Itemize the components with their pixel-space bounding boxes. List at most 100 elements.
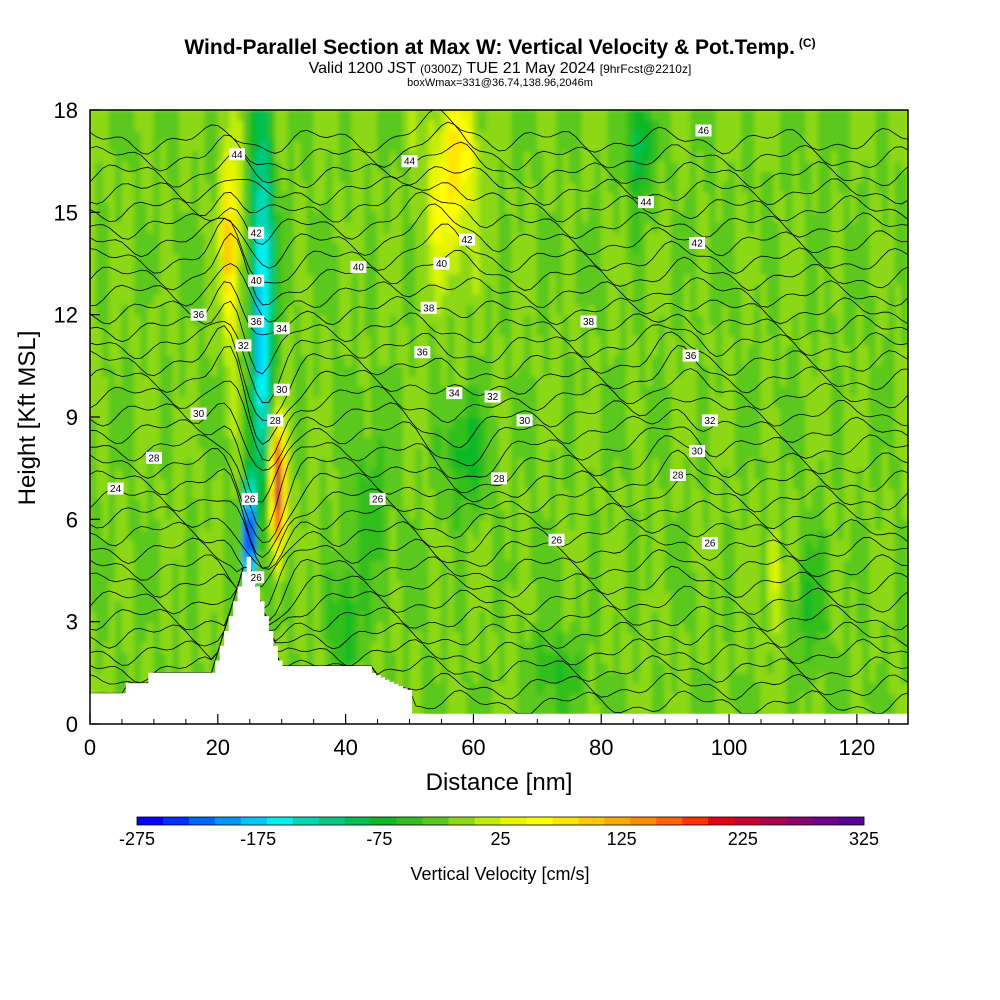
colorbar: -275 -175 -75 25 125 225 325	[119, 816, 879, 849]
colorbar-swatch	[292, 817, 320, 825]
y-tick-label: 0	[66, 712, 78, 737]
contour-label: 38	[580, 315, 597, 328]
x-tick-label: 20	[206, 735, 230, 760]
theta-contour	[90, 534, 908, 611]
theta-contour	[90, 473, 908, 569]
colorbar-swatch	[786, 817, 813, 825]
theta-contour	[90, 565, 908, 626]
contour-label: 44	[638, 196, 654, 209]
colorbar-swatch	[630, 817, 657, 825]
colorbar-swatch	[266, 817, 294, 825]
y-axis-label: Height [Kft MSL]	[14, 331, 41, 506]
contour-label: 28	[669, 469, 686, 482]
theta-contour	[90, 191, 908, 246]
chart-title: Wind-Parallel Section at Max W: Vertical…	[184, 36, 816, 59]
colorbar-swatch	[137, 817, 164, 825]
contour-label: 34	[446, 387, 463, 400]
theta-contour	[90, 449, 908, 559]
theta-contour	[90, 325, 908, 421]
theta-contour	[90, 368, 908, 462]
contour-label: 30	[516, 414, 533, 427]
colorbar-swatch	[188, 817, 216, 825]
theta-contour	[90, 426, 908, 532]
contour-label: 32	[484, 390, 501, 403]
contour-label: 32	[235, 339, 252, 352]
terrain-base	[409, 713, 908, 724]
theta-contour	[90, 121, 908, 172]
theta-contour	[90, 203, 908, 269]
colorbar-tick-label: 125	[607, 829, 637, 849]
theta-contour	[90, 182, 908, 223]
theta-contour	[90, 320, 908, 404]
colorbar-label: Vertical Velocity [cm/s]	[410, 864, 589, 884]
colorbar-tick-label: 225	[728, 829, 758, 849]
colorbar-swatch	[500, 817, 527, 825]
contour-label: 26	[701, 537, 718, 550]
colorbar-tick-label: 325	[849, 829, 879, 849]
contour-label: 26	[548, 533, 565, 546]
contour-label: 28	[491, 472, 507, 485]
colorbar-swatch	[474, 817, 501, 825]
theta-contour	[90, 344, 908, 445]
colorbar-swatch	[396, 817, 423, 825]
theta-contour	[90, 110, 908, 155]
contour-label: 36	[682, 349, 699, 362]
terrain	[90, 556, 427, 724]
colorbar-swatch	[240, 817, 268, 825]
contour-label: 34	[273, 322, 290, 335]
contour-label: 26	[248, 571, 265, 584]
colorbar-swatch	[370, 817, 397, 825]
colorbar-swatch	[708, 817, 735, 825]
contour-label: 40	[433, 257, 450, 270]
colorbar-tick-label: -75	[366, 829, 392, 849]
contour-label: 42	[248, 226, 265, 239]
y-tick-label: 3	[66, 610, 78, 635]
x-tick-label: 80	[589, 735, 613, 760]
contour-label: 36	[248, 315, 265, 328]
contour-label: 38	[420, 301, 437, 314]
contour-label: 44	[229, 148, 245, 161]
colorbar-swatch	[214, 817, 242, 825]
colorbar-tick-label: 25	[490, 829, 510, 849]
x-tick-label: 0	[84, 735, 96, 760]
y-tick-label: 9	[66, 405, 78, 430]
theta-contours	[90, 110, 908, 715]
contour-label: 24	[107, 482, 124, 495]
contour-label: 30	[190, 407, 207, 420]
contour-label: 44	[401, 155, 418, 168]
y-tick-label: 18	[54, 98, 78, 123]
theta-contour	[90, 281, 908, 336]
colorbar-swatch	[318, 817, 346, 825]
colorbar-tick-label: -275	[119, 829, 155, 849]
contour-label: 40	[350, 260, 367, 273]
contour-label: 36	[414, 346, 431, 359]
colorbar-swatch	[162, 817, 190, 825]
colorbar-frame	[136, 816, 865, 826]
colorbar-swatch	[812, 817, 839, 825]
colorbar-swatch	[526, 817, 553, 825]
contour-label: 46	[695, 124, 712, 137]
contour-label: 26	[369, 492, 386, 505]
chart-subtitle: Valid 1200 JST (0300Z) TUE 21 May 2024 […	[308, 60, 692, 77]
box-info: boxWmax=331@36.74,138.96,2046m	[407, 77, 593, 89]
contour-label: 30	[689, 445, 706, 458]
theta-contour	[90, 232, 908, 306]
copyright-mark: (C)	[798, 36, 816, 50]
colorbar-swatch	[448, 817, 475, 825]
theta-contour	[90, 300, 908, 375]
contour-label: 40	[248, 274, 265, 287]
y-tick-label: 12	[54, 303, 78, 328]
colorbar-tick-label: -175	[240, 829, 276, 849]
colorbar-swatch	[578, 817, 605, 825]
theta-contour	[90, 567, 908, 642]
colorbar-swatch	[604, 817, 631, 825]
y-tick-label: 15	[54, 200, 78, 225]
theta-contour	[90, 408, 908, 503]
colorbar-swatch	[422, 817, 449, 825]
colorbar-swatch	[838, 817, 865, 825]
theta-contour	[90, 435, 908, 543]
colorbar-swatch	[552, 817, 579, 825]
theta-contour	[90, 567, 908, 632]
